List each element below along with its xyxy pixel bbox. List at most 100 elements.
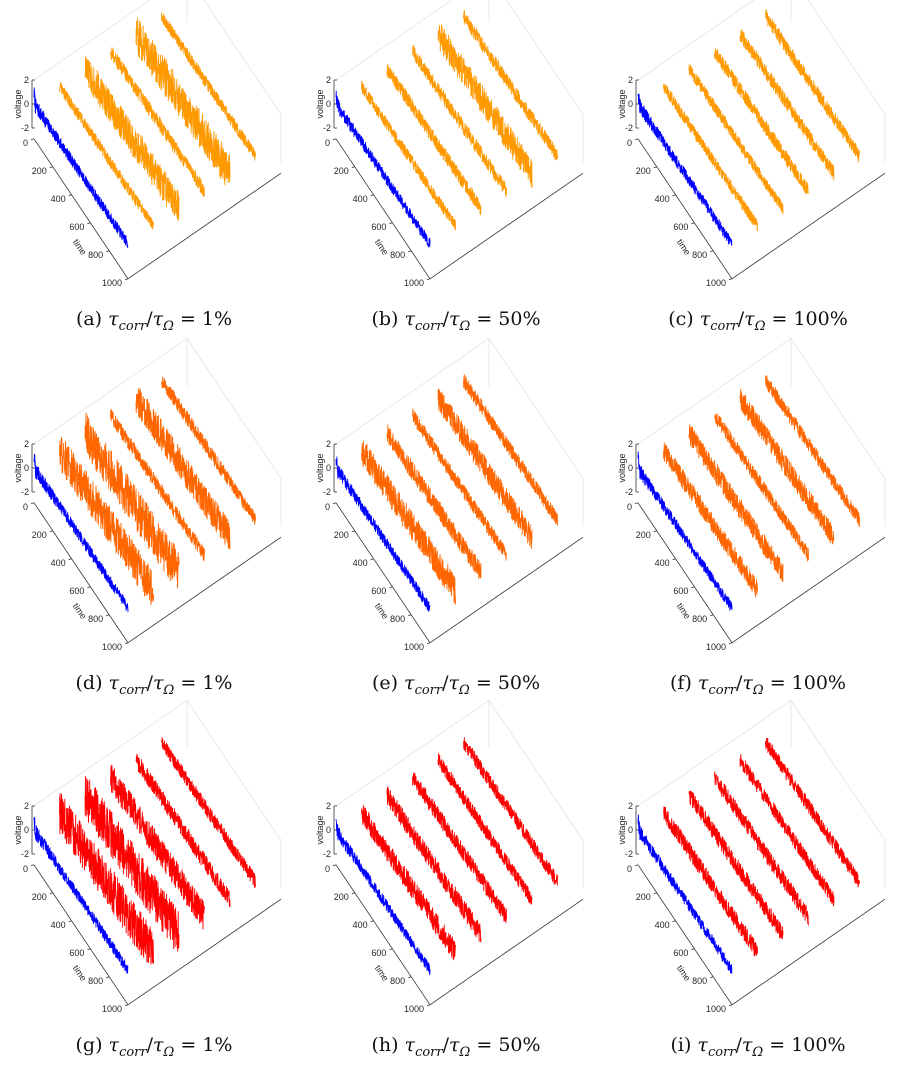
panel-label: (g) [75, 1034, 109, 1056]
series-line-4 [714, 413, 809, 562]
voltage-tick-label: -2 [323, 123, 331, 133]
time-tick-label: 200 [636, 166, 651, 176]
panel-c: 2 0 -2 0 200 400 600 800 1000 voltage time (c) τcor… [608, 0, 908, 360]
series-line-1 [33, 453, 129, 613]
time-tick-label: 400 [655, 920, 670, 930]
caption-formula: τcorr/τΩ = [108, 1034, 203, 1060]
voltage-tick-label: 0 [628, 825, 633, 835]
series-line-4 [412, 44, 507, 198]
plot-area: 2 0 -2 0 200 400 600 800 1000 voltage time [13, 699, 282, 1014]
time-tick-label: 1000 [706, 278, 726, 288]
series-line-5 [437, 752, 533, 905]
series-axis [429, 172, 584, 280]
time-axis [335, 138, 431, 280]
time-tick-label: 600 [673, 948, 688, 958]
series-line-1 [33, 816, 129, 974]
time-tick-label: 200 [32, 892, 47, 902]
time-tick-label: 200 [334, 530, 349, 540]
series-axis [127, 172, 282, 280]
panel-label: (c) [668, 308, 700, 330]
series-line-1 [335, 456, 431, 612]
series-line-6 [765, 737, 860, 888]
time-tick-label: 200 [636, 892, 651, 902]
time-axis [33, 502, 129, 644]
time-tick-label: 600 [371, 586, 386, 596]
time-axis-label: time [675, 601, 693, 621]
voltage-tick-label: 0 [628, 99, 633, 109]
series-line-6 [463, 9, 558, 161]
time-axis-label: time [373, 963, 391, 983]
series-line-3 [84, 412, 180, 589]
voltage-axis-label: voltage [13, 815, 23, 844]
series-axis [127, 536, 282, 644]
series-axis [127, 898, 282, 1006]
caption-percent: 50% [498, 308, 541, 330]
time-tick-label: 200 [32, 166, 47, 176]
series-line-3 [688, 790, 784, 940]
voltage-tick-label: 0 [326, 825, 331, 835]
voltage-tick-label: 0 [326, 99, 331, 109]
series-line-1 [335, 819, 431, 976]
series-line-6 [765, 375, 860, 528]
time-tick-label: 400 [353, 194, 368, 204]
time-tick-label: 400 [353, 920, 368, 930]
time-tick-label: 1000 [102, 1004, 122, 1014]
caption-formula: τcorr/τΩ = [404, 308, 499, 334]
time-tick-label: 0 [23, 502, 28, 512]
time-tick-label: 1000 [706, 642, 726, 652]
series-line-4 [110, 408, 205, 561]
time-tick-label: 1000 [102, 642, 122, 652]
caption-formula: τcorr/τΩ = [697, 672, 792, 698]
time-tick-label: 600 [69, 948, 84, 958]
time-tick-label: 800 [692, 250, 707, 260]
series-line-3 [688, 424, 784, 582]
time-axis-label: time [373, 601, 391, 621]
series-line-4 [412, 408, 507, 561]
series-line-5 [135, 17, 231, 186]
time-tick-label: 800 [88, 250, 103, 260]
time-tick-label: 200 [636, 530, 651, 540]
series-line-5 [437, 388, 533, 549]
time-axis [335, 864, 431, 1006]
plot-area: 2 0 -2 0 200 400 600 800 1000 voltage time [617, 699, 886, 1014]
panel-caption: (c) τcorr/τΩ = 100% [608, 308, 908, 334]
voltage-axis-label: voltage [315, 453, 325, 482]
time-tick-label: 800 [390, 250, 405, 260]
voltage-tick-label: -2 [625, 123, 633, 133]
panel-label: (d) [75, 672, 109, 694]
voltage-tick-label: 2 [326, 439, 331, 449]
time-tick-label: 200 [334, 892, 349, 902]
time-axis-label: time [675, 237, 693, 257]
series-line-4 [412, 772, 507, 924]
voltage-axis-label: voltage [617, 815, 627, 844]
series-line-6 [463, 374, 558, 526]
plot-area: 2 0 -2 0 200 400 600 800 1000 voltage time [617, 0, 886, 288]
caption-percent: 50% [498, 1034, 541, 1056]
time-tick-label: 600 [371, 222, 386, 232]
panel-caption: (g) τcorr/τΩ = 1% [4, 1034, 304, 1060]
time-tick-label: 1000 [102, 278, 122, 288]
series-line-6 [463, 736, 558, 886]
series-line-1 [637, 814, 733, 975]
caption-formula: τcorr/τΩ = [699, 308, 794, 334]
series-line-2 [59, 793, 154, 965]
caption-percent: 1% [202, 672, 233, 694]
time-tick-label: 1000 [404, 642, 424, 652]
caption-percent: 1% [201, 308, 233, 330]
caption-percent: 1% [202, 1034, 233, 1056]
caption-formula: τcorr/τΩ = [404, 1034, 499, 1060]
voltage-tick-label: 0 [24, 463, 29, 473]
voltage-tick-label: 2 [628, 439, 633, 449]
voltage-tick-label: -2 [323, 487, 331, 497]
series-line-2 [663, 442, 758, 598]
series-line-5 [739, 29, 835, 181]
series-line-5 [437, 24, 533, 188]
series-line-5 [135, 753, 231, 908]
time-tick-label: 0 [325, 864, 330, 874]
voltage-tick-label: -2 [625, 849, 633, 859]
time-tick-label: 0 [23, 864, 28, 874]
panel-label: (f) [670, 672, 698, 694]
series-line-6 [765, 9, 860, 163]
caption-formula: τcorr/τΩ = [108, 308, 202, 334]
panel-label: (e) [371, 672, 405, 694]
